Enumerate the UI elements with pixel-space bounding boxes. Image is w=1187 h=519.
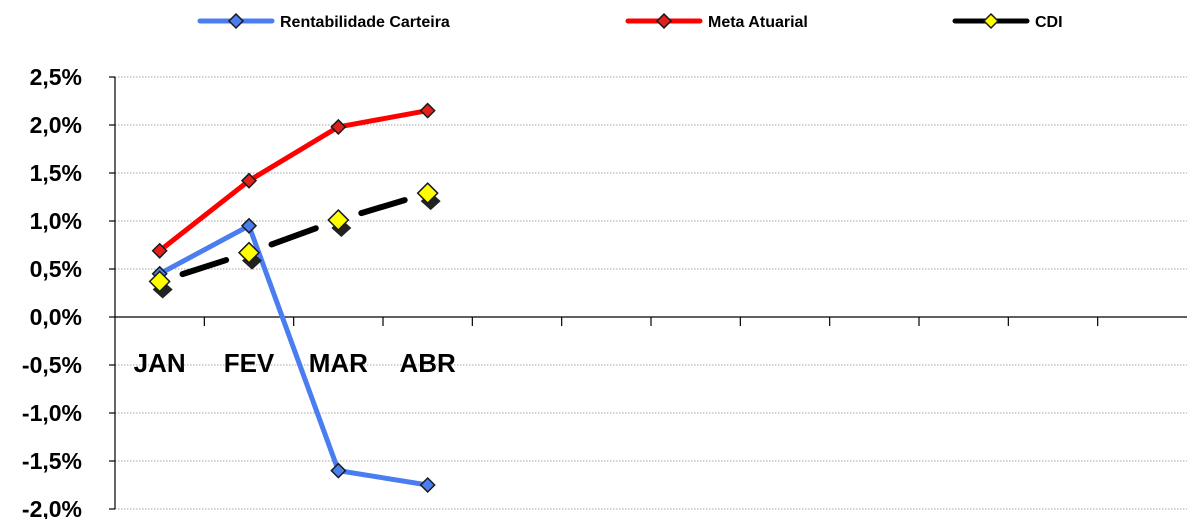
y-tick-label: -1,5% xyxy=(22,448,82,474)
data-point xyxy=(240,172,258,189)
series-2 xyxy=(148,182,441,299)
y-tick-label: 2,0% xyxy=(30,112,82,138)
x-axis-tick-labels: JAN FEV MAR ABR xyxy=(134,348,456,378)
x-tick-label-abr: ABR xyxy=(399,348,456,378)
data-point xyxy=(330,462,347,479)
x-tick-label-jan: JAN xyxy=(134,348,186,378)
data-point xyxy=(330,118,347,135)
legend-item-0: Rentabilidade Carteira xyxy=(197,12,450,31)
y-tick-label: -1,0% xyxy=(22,400,82,426)
legend: Rentabilidade Carteira Meta Atuarial CDI xyxy=(197,12,1063,31)
y-tick-label: 1,5% xyxy=(30,160,82,186)
y-tick-label: 1,0% xyxy=(30,208,82,234)
series-line xyxy=(158,108,429,253)
legend-label: Meta Atuarial xyxy=(708,14,808,31)
legend-swatch-marker xyxy=(227,12,245,30)
series-0 xyxy=(151,217,436,494)
legend-item-2: CDI xyxy=(952,12,1063,31)
x-tick-label-fev: FEV xyxy=(224,348,275,378)
data-point xyxy=(419,102,436,119)
series-1 xyxy=(151,102,436,259)
series-line-segment xyxy=(179,257,230,278)
legend-swatch-marker xyxy=(982,12,1000,30)
data-point xyxy=(419,476,436,494)
legend-swatch-marker xyxy=(655,12,673,30)
axes xyxy=(109,76,1187,510)
series-line-segment xyxy=(268,225,319,248)
series-layer xyxy=(148,102,441,494)
legend-label: Rentabilidade Carteira xyxy=(280,14,450,31)
data-point xyxy=(416,182,439,205)
y-tick-label: 2,5% xyxy=(30,64,82,90)
data-point xyxy=(327,208,350,232)
series-line-segment xyxy=(358,197,408,217)
y-tick-label: -0,5% xyxy=(22,352,82,378)
data-point xyxy=(148,270,171,293)
data-point xyxy=(151,242,168,259)
y-tick-label: -2,0% xyxy=(22,496,82,519)
legend-item-1: Meta Atuarial xyxy=(625,12,808,31)
series-line xyxy=(158,223,429,488)
x-tick-label-mar: MAR xyxy=(309,348,368,378)
y-tick-label: 0,0% xyxy=(30,304,82,330)
data-point xyxy=(240,217,258,234)
y-tick-label: 0,5% xyxy=(30,256,82,282)
data-point xyxy=(237,241,261,264)
legend-label: CDI xyxy=(1035,14,1063,31)
y-axis-tick-labels: 2,5% 2,0% 1,5% 1,0% 0,5% 0,0% -0,5% -1,0% -1,5% -… xyxy=(22,64,82,519)
